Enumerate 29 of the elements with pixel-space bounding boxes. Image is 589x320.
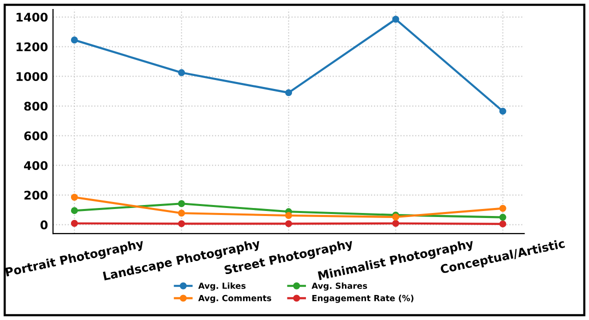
point — [499, 220, 506, 228]
point — [392, 16, 400, 23]
y-tick-label: 400 — [24, 161, 48, 170]
point — [70, 194, 78, 201]
point — [178, 200, 185, 208]
legend-label: Engagement Rate (%) — [312, 294, 414, 303]
point — [499, 214, 506, 221]
y-tick-label: 800 — [24, 102, 48, 111]
y-tick-label: 1200 — [16, 42, 48, 52]
point — [285, 212, 292, 219]
point — [499, 108, 506, 115]
y-tick-label: 0 — [40, 220, 48, 230]
point — [392, 220, 400, 227]
point — [285, 89, 292, 96]
point — [499, 204, 506, 212]
point — [178, 210, 185, 217]
legend-label: Avg. Shares — [312, 282, 368, 291]
legend-label: Avg. Comments — [198, 294, 272, 303]
y-tick-label: 200 — [24, 190, 48, 200]
point — [70, 36, 78, 44]
point — [178, 220, 185, 228]
legend-label: Avg. Likes — [198, 282, 246, 291]
point — [178, 69, 185, 76]
point — [70, 220, 78, 227]
y-tick-label: 1400 — [16, 12, 48, 22]
y-tick-label: 1000 — [16, 72, 48, 82]
y-tick-label: 600 — [24, 131, 48, 140]
point — [70, 207, 78, 214]
point — [285, 220, 292, 228]
